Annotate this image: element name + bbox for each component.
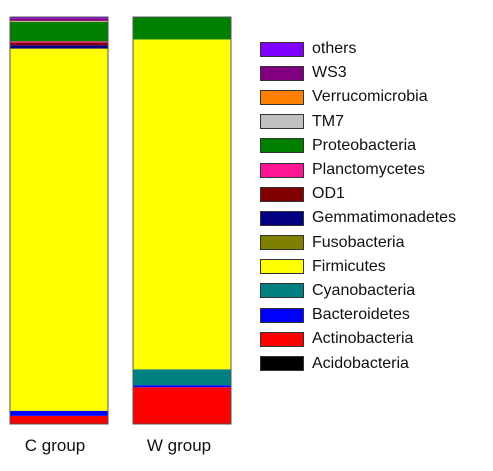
legend-label-others: others	[312, 40, 357, 58]
legend-label-proteobacteria: Proteobacteria	[312, 136, 417, 154]
legend-item-cyanobacteria: Cyanobacteria	[260, 279, 490, 303]
legend-item-ws3: WS3	[260, 61, 490, 85]
bar-segment-c-group-ws3	[10, 18, 108, 21]
legend-item-planctomycetes: Planctomycetes	[260, 158, 490, 182]
legend-swatch-firmicutes	[260, 259, 304, 275]
legend-swatch-gemmatimonadetes	[260, 210, 304, 226]
legend-label-verrucomicrobia: Verrucomicrobia	[312, 88, 428, 106]
legend-label-fusobacteria: Fusobacteria	[312, 233, 405, 251]
legend-label-od1: OD1	[312, 185, 345, 203]
legend-item-od1: OD1	[260, 182, 490, 206]
legend-item-firmicutes: Firmicutes	[260, 255, 490, 279]
legend: others WS3 Verrucomicrobia TM7 Proteobacteri…	[260, 37, 490, 376]
legend-swatch-verrucomicrobia	[260, 89, 304, 105]
legend-swatch-proteobacteria	[260, 138, 304, 154]
legend-swatch-planctomycetes	[260, 162, 304, 178]
category-label-w-group: W group	[146, 436, 212, 455]
bar-segment-c-group-others	[10, 17, 108, 19]
legend-label-tm7: TM7	[312, 112, 344, 130]
legend-item-verrucomicrobia: Verrucomicrobia	[260, 85, 490, 109]
legend-swatch-od1	[260, 186, 304, 202]
legend-label-acidobacteria: Acidobacteria	[312, 354, 409, 372]
legend-item-bacteroidetes: Bacteroidetes	[260, 303, 490, 327]
legend-swatch-others	[260, 41, 304, 57]
legend-label-ws3: WS3	[312, 64, 347, 82]
legend-label-firmicutes: Firmicutes	[312, 257, 386, 275]
bar-segment-w-group-bacteroidetes	[133, 385, 231, 388]
bar-segment-c-group-od1	[10, 42, 108, 46]
legend-item-others: others	[260, 37, 490, 61]
bar-segment-c-group-actinobacteria	[10, 415, 108, 424]
legend-swatch-cyanobacteria	[260, 283, 304, 299]
legend-item-actinobacteria: Actinobacteria	[260, 327, 490, 351]
legend-swatch-bacteroidetes	[260, 307, 304, 323]
legend-swatch-tm7	[260, 114, 304, 130]
legend-swatch-acidobacteria	[260, 356, 304, 372]
bar-segment-c-group-proteobacteria	[10, 21, 108, 42]
legend-item-acidobacteria: Acidobacteria	[260, 351, 490, 375]
bar-segment-w-group-cyanobacteria	[133, 369, 231, 386]
bar-segment-c-group-firmicutes	[10, 48, 108, 411]
legend-label-actinobacteria: Actinobacteria	[312, 330, 414, 348]
bar-segment-w-group-proteobacteria	[133, 17, 231, 40]
bar-outline-w-group	[132, 16, 232, 425]
legend-swatch-ws3	[260, 65, 304, 81]
legend-label-gemmatimonadetes: Gemmatimonadetes	[312, 209, 457, 227]
bar-segment-c-group-gemmatimonadetes	[10, 45, 108, 49]
legend-swatch-fusobacteria	[260, 235, 304, 251]
category-label-c-group: C group	[24, 436, 86, 455]
bar-segment-c-group-bacteroidetes	[10, 410, 108, 416]
legend-label-cyanobacteria: Cyanobacteria	[312, 281, 416, 299]
legend-item-fusobacteria: Fusobacteria	[260, 231, 490, 255]
legend-item-gemmatimonadetes: Gemmatimonadetes	[260, 206, 490, 230]
legend-label-bacteroidetes: Bacteroidetes	[312, 306, 410, 324]
legend-swatch-actinobacteria	[260, 331, 304, 347]
bar-outline-c-group	[9, 16, 109, 425]
bar-segment-c-group-planctomycetes	[10, 41, 108, 43]
bars-group	[9, 16, 232, 425]
legend-item-tm7: TM7	[260, 110, 490, 134]
legend-label-planctomycetes: Planctomycetes	[312, 161, 425, 179]
bar-segment-w-group-firmicutes	[133, 39, 231, 370]
legend-item-proteobacteria: Proteobacteria	[260, 134, 490, 158]
bar-segment-w-group-actinobacteria	[133, 387, 231, 424]
